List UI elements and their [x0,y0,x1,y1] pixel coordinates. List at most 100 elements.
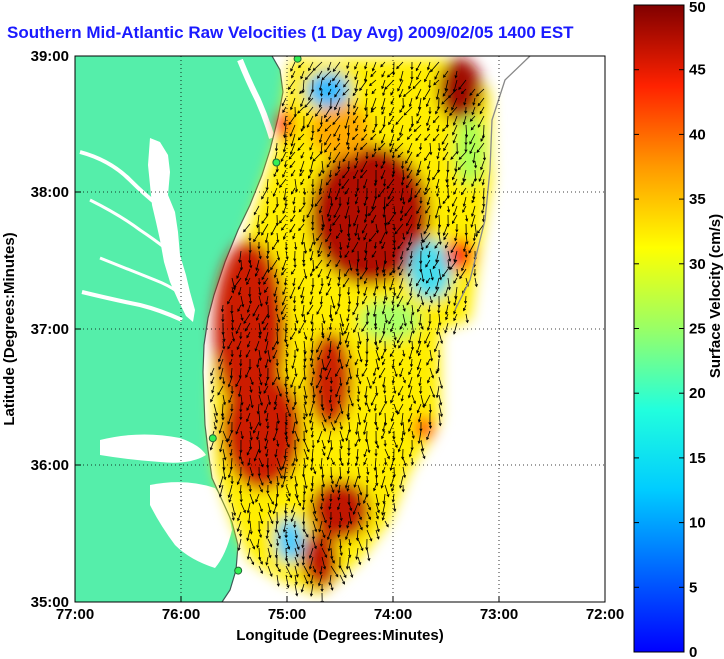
velocity-arrow [338,520,342,529]
velocity-arrow [302,214,306,223]
velocity-arrow [300,97,305,108]
velocity-arrow [368,232,377,243]
velocity-arrow [406,133,413,140]
velocity-arrow [275,358,279,367]
velocity-arrow [303,565,311,578]
velocity-arrow [381,511,386,521]
velocity-arrow [272,349,278,360]
river-delaware [237,58,275,139]
velocity-arrow [253,421,260,434]
velocity-arrow [283,331,288,343]
colorbar-tick-label: 20 [689,385,706,402]
velocity-arrow [324,106,332,119]
velocity-arrow [222,466,227,481]
velocity-arrow [328,394,332,404]
velocity-arrow [321,466,325,479]
velocity-arrow [315,259,323,270]
velocity-arrow [334,88,341,98]
colorbar-ticks [634,4,684,653]
velocity-arrow [407,385,413,399]
tick-marks [74,55,606,603]
velocity-arrow [406,223,413,235]
velocity-arrow [285,403,291,418]
velocity-arrow [461,178,467,186]
velocity-arrow [321,403,325,412]
river-potomac [79,150,160,207]
velocity-arrow [308,88,314,101]
velocity-arrow [442,124,449,132]
velocity-arrow [355,529,360,542]
velocity-arrow [263,385,269,394]
velocity-arrow [235,421,242,435]
velocity-arrow [302,494,306,504]
velocity-arrow [330,475,334,485]
velocity-arrow [285,538,291,550]
velocity-arrow [356,340,360,350]
velocity-arrow [294,448,299,463]
velocity-arrow [258,484,263,493]
velocity-arrow [321,214,326,228]
velocity-arrow [317,268,323,278]
velocity-arrow [267,502,272,514]
velocity-arrow [397,259,404,271]
velocity-arrow [291,502,296,514]
velocity-arrow [248,439,253,451]
velocity-arrow [248,232,252,242]
velocity-arrow [361,322,368,333]
velocity-arrow [367,205,377,217]
velocity-arrow [390,322,395,333]
velocity-arrow [373,241,377,250]
velocity-arrow [289,160,296,169]
velocity-arrow [390,394,395,404]
velocity-arrow [382,178,387,187]
colorbar-tick-label: 0 [689,644,697,659]
velocity-arrow [258,250,262,260]
velocity-arrow [290,169,296,177]
velocity-arrow [334,97,341,111]
velocity-arrow [356,394,360,403]
velocity-arrow [355,124,359,132]
velocity-arrow [227,430,233,442]
velocity-arrow [476,142,485,153]
velocity-arrow [265,295,269,306]
velocity-arrow [324,142,332,153]
velocity-arrow [410,457,414,466]
velocity-arrow [326,448,332,461]
y-axis-label: Latitude (Degrees:Minutes) [1,232,18,425]
velocity-arrow [311,124,315,135]
velocity-arrow [362,115,368,123]
station-marker [234,566,243,575]
velocity-arrow [432,133,440,142]
velocity-arrow [383,439,387,447]
colorbar-tick-label: 25 [689,321,706,338]
velocity-arrow [346,241,350,249]
velocity-arrow [354,457,359,467]
velocity-arrow [418,376,422,387]
velocity-arrow [400,430,404,442]
velocity-arrow [365,151,369,160]
velocity-arrow [291,457,296,467]
velocity-arrow [402,304,406,312]
velocity-arrow [281,295,287,306]
velocity-arrow [380,349,386,360]
velocity-arrow [290,61,296,72]
velocity-arrow [475,88,485,97]
velocity-arrow [309,151,314,161]
velocity-arrow [311,223,315,231]
velocity-arrow [310,196,314,208]
velocity-arrow [317,70,323,79]
velocity-arrow [482,187,486,200]
velocity-arrow [339,457,344,467]
velocity-arrow [258,475,264,486]
velocity-arrow [258,376,263,386]
velocity-arrow [373,403,377,412]
velocity-arrow [335,367,341,378]
velocity-arrow [397,151,404,158]
velocity-arrow [418,313,422,327]
velocity-arrow [462,115,467,126]
velocity-arrow [312,232,316,246]
velocity-arrow [427,376,431,384]
velocity-arrow [300,295,305,305]
velocity-arrow [399,475,404,489]
velocity-arrow [394,142,404,152]
